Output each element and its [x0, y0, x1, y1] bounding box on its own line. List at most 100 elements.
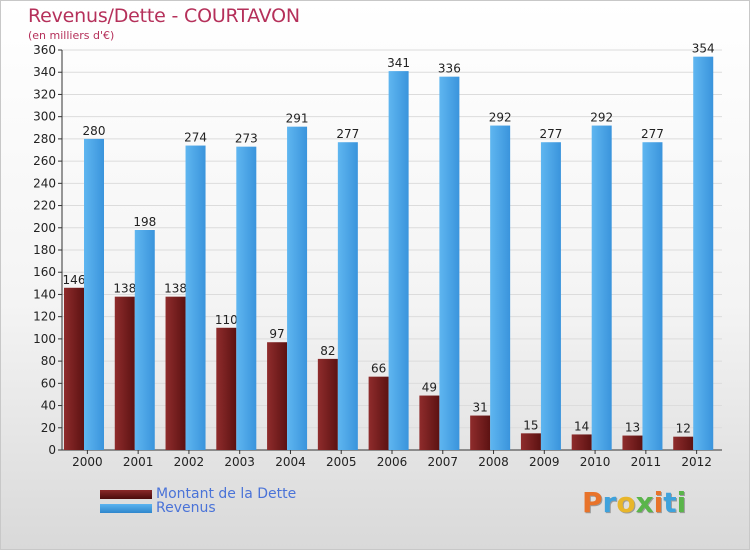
x-tick-label: 2003 — [224, 455, 255, 469]
data-label-debt: 97 — [269, 327, 284, 341]
x-tick-label: 2002 — [174, 455, 205, 469]
chart-subtitle: (en milliers d'€) — [28, 29, 115, 42]
y-tick-label: 80 — [41, 354, 56, 368]
y-tick-label: 40 — [41, 399, 56, 413]
data-label-revenue: 291 — [286, 112, 309, 126]
bar-revenue — [236, 146, 257, 450]
data-label-debt: 49 — [422, 381, 437, 395]
x-tick-label: 2009 — [529, 455, 560, 469]
bar-debt — [165, 296, 186, 450]
bar-debt — [267, 342, 288, 450]
x-tick-label: 2006 — [377, 455, 408, 469]
bar-revenue — [439, 76, 460, 451]
x-tick-label: 2011 — [631, 455, 662, 469]
y-tick-label: 320 — [33, 87, 56, 101]
data-label-debt: 146 — [63, 273, 86, 287]
legend-label-revenue: Revenus — [156, 500, 216, 516]
y-tick-label: 360 — [33, 43, 56, 57]
data-label-revenue: 341 — [387, 56, 410, 70]
x-tick-label: 2010 — [580, 455, 611, 469]
y-tick-label: 240 — [33, 176, 56, 190]
chart-title: Revenus/Dette - COURTAVON — [28, 5, 300, 27]
x-tick-label: 2008 — [478, 455, 509, 469]
y-tick-label: 140 — [33, 287, 56, 301]
data-label-debt: 14 — [574, 419, 589, 433]
data-label-revenue: 277 — [641, 127, 664, 141]
data-label-revenue: 273 — [235, 132, 258, 146]
bar-revenue — [287, 126, 308, 451]
x-tick-label: 2001 — [123, 455, 154, 469]
logo-letter: r — [602, 486, 617, 519]
bar-revenue — [693, 56, 714, 451]
y-tick-label: 260 — [33, 154, 56, 168]
y-tick-label: 280 — [33, 132, 56, 146]
y-tick-label: 160 — [33, 265, 56, 279]
y-tick-label: 60 — [41, 376, 56, 390]
data-label-debt: 13 — [625, 421, 640, 435]
data-label-debt: 15 — [523, 418, 538, 432]
x-tick-label: 2012 — [681, 455, 712, 469]
data-label-revenue: 277 — [336, 127, 359, 141]
y-tick-label: 120 — [33, 310, 56, 324]
bar-debt — [571, 434, 592, 450]
logo-letter: t — [663, 486, 677, 519]
proxiti-logo: Proxiti — [582, 486, 686, 519]
bar-revenue — [84, 138, 104, 450]
legend-label-debt: Montant de la Dette — [156, 486, 297, 502]
legend-swatch-revenue — [100, 504, 152, 513]
y-tick-label: 100 — [33, 332, 56, 346]
bar-debt — [520, 433, 541, 450]
y-tick-label: 180 — [33, 243, 56, 257]
y-tick-label: 200 — [33, 221, 56, 235]
bar-debt — [622, 435, 643, 450]
y-tick-label: 220 — [33, 199, 56, 213]
data-label-debt: 82 — [320, 344, 335, 358]
x-tick-label: 2004 — [275, 455, 306, 469]
data-label-revenue: 336 — [438, 62, 461, 76]
logo-letter: P — [582, 486, 603, 519]
bar-debt — [470, 415, 491, 450]
data-label-revenue: 277 — [539, 127, 562, 141]
data-label-debt: 138 — [113, 282, 136, 296]
data-label-revenue: 292 — [489, 111, 512, 125]
data-label-debt: 31 — [473, 401, 488, 415]
x-tick-label: 2005 — [326, 455, 357, 469]
data-label-debt: 66 — [371, 362, 386, 376]
bar-revenue — [540, 142, 561, 450]
logo-letter: i — [653, 486, 664, 519]
data-label-revenue: 280 — [83, 124, 106, 138]
data-label-debt: 138 — [164, 282, 187, 296]
bar-debt — [368, 376, 389, 450]
bar-debt — [64, 287, 84, 450]
bar-debt — [673, 436, 694, 450]
bar-debt — [216, 327, 237, 450]
x-tick-label: 2000 — [72, 455, 103, 469]
data-label-revenue: 274 — [184, 131, 207, 145]
logo-letter: o — [616, 486, 636, 519]
logo-letter: x — [635, 486, 654, 519]
data-label-revenue: 292 — [590, 111, 613, 125]
bar-revenue — [388, 71, 409, 450]
y-tick-label: 300 — [33, 110, 56, 124]
bar-revenue — [185, 145, 206, 451]
bar-revenue — [337, 142, 358, 450]
bar-debt — [419, 395, 440, 450]
bar-revenue — [490, 125, 511, 451]
bar-debt — [317, 358, 338, 450]
logo-letter: i — [676, 486, 687, 519]
y-tick-label: 0 — [48, 443, 56, 457]
bar-revenue — [134, 230, 155, 450]
y-tick-label: 20 — [41, 421, 56, 435]
legend-swatch-debt — [100, 490, 152, 499]
data-label-revenue: 198 — [133, 215, 156, 229]
bar-debt — [114, 296, 135, 450]
data-label-debt: 12 — [676, 422, 691, 436]
data-label-debt: 110 — [215, 313, 238, 327]
data-label-revenue: 354 — [692, 42, 715, 56]
x-tick-label: 2007 — [427, 455, 458, 469]
bar-revenue — [642, 142, 663, 450]
y-tick-label: 340 — [33, 65, 56, 79]
bar-revenue — [591, 125, 612, 451]
